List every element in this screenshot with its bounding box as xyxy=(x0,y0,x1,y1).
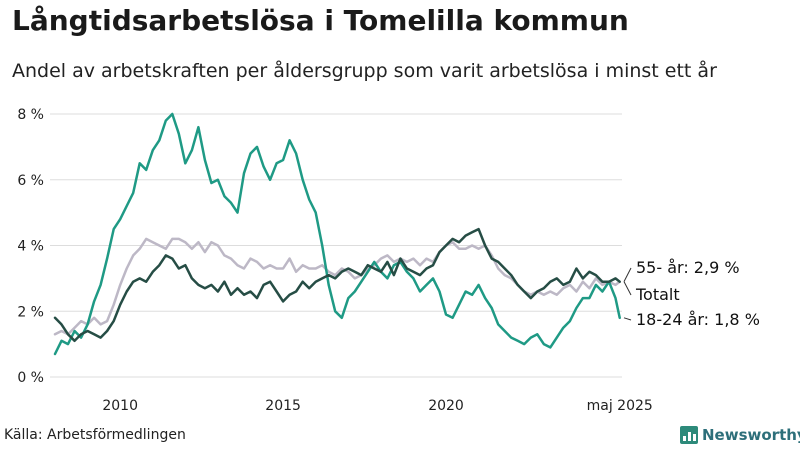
gridlines xyxy=(50,113,622,378)
x-tick-label: 2020 xyxy=(428,398,464,414)
source-note: Källa: Arbetsförmedlingen xyxy=(4,427,186,443)
bar-chart-icon xyxy=(680,426,698,444)
series-line-total xyxy=(53,227,621,343)
y-tick-label: 2 % xyxy=(17,304,44,320)
x-axis-ticks: 2010 2015 2020 maj 2025 xyxy=(102,398,652,414)
y-tick-label: 0 % xyxy=(17,370,44,386)
y-tick-label: 6 % xyxy=(17,173,44,189)
x-tick-label: 2010 xyxy=(102,398,138,414)
end-label: Totalt xyxy=(635,285,680,304)
end-label: 55- år: 2,9 % xyxy=(636,258,740,277)
y-axis-ticks: 0 % 2 % 4 % 6 % 8 % xyxy=(17,107,44,386)
series-line-young xyxy=(53,112,621,356)
chart-title: Långtidsarbetslösa i Tomelilla kommun xyxy=(12,4,629,37)
y-tick-label: 8 % xyxy=(17,107,44,123)
label-leader xyxy=(623,281,632,296)
y-tick-label: 4 % xyxy=(17,239,44,255)
x-tick-label: 2015 xyxy=(265,398,301,414)
x-tick-label: maj 2025 xyxy=(587,398,653,414)
end-labels: 55- år: 2,9 % Totalt 18-24 år: 1,8 % xyxy=(623,258,760,329)
series-lines xyxy=(53,112,621,356)
label-leader xyxy=(623,317,632,321)
brand-name: Newsworthy xyxy=(702,426,800,444)
brand-logo[interactable]: Newsworthy xyxy=(680,426,800,444)
end-label: 18-24 år: 1,8 % xyxy=(636,310,760,329)
label-leader xyxy=(623,267,632,282)
series-line-old xyxy=(53,237,621,336)
chart-subtitle: Andel av arbetskraften per åldersgrupp s… xyxy=(12,60,717,82)
